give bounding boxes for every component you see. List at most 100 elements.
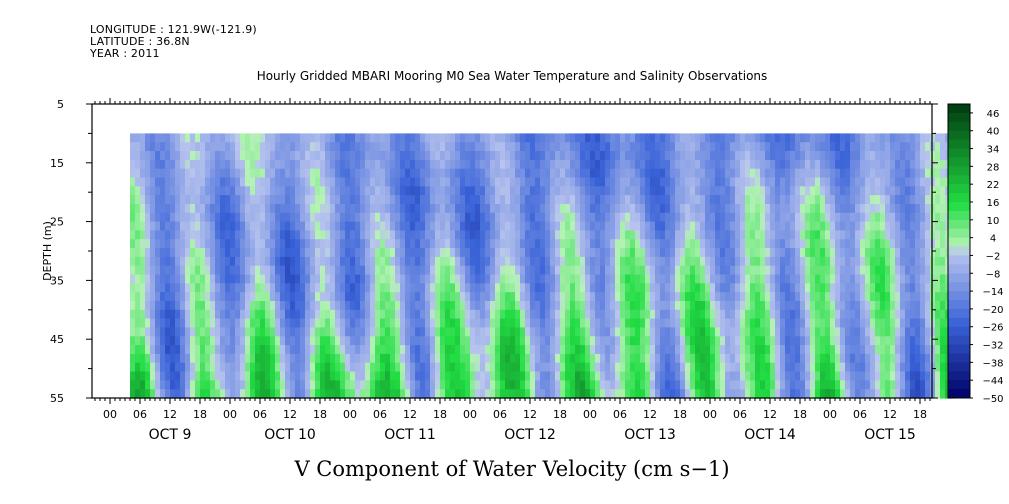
heatmap-cell [475, 265, 481, 276]
heatmap-cell [520, 362, 526, 373]
heatmap-cell [455, 159, 461, 170]
heatmap-cell [440, 159, 446, 170]
heatmap-cell [565, 151, 571, 161]
heatmap-cell [860, 353, 866, 364]
heatmap-cell [225, 362, 231, 373]
heatmap-cell [765, 318, 771, 328]
heatmap-cell [920, 195, 926, 205]
heatmap-cell [175, 292, 181, 302]
heatmap-cell [145, 133, 151, 143]
heatmap-cell [610, 230, 616, 240]
heatmap-cell [460, 309, 466, 320]
heatmap-cell [420, 177, 426, 187]
heatmap-cell [750, 345, 756, 355]
heatmap-cell [570, 195, 576, 205]
heatmap-cell [655, 274, 661, 284]
heatmap-cell [590, 327, 596, 337]
heatmap-cell [380, 274, 386, 284]
heatmap-cell [745, 230, 751, 240]
heatmap-cell [780, 248, 786, 258]
heatmap-cell [740, 248, 746, 258]
heatmap-cell [660, 380, 666, 390]
heatmap-cell [895, 327, 901, 337]
heatmap-cell [870, 212, 876, 223]
heatmap-cell [450, 168, 456, 179]
heatmap-cell [330, 265, 336, 276]
heatmap-cell [480, 239, 486, 249]
heatmap-cell [490, 345, 496, 355]
heatmap-cell [575, 195, 581, 205]
heatmap-cell [745, 389, 751, 399]
heatmap-cell [765, 195, 771, 205]
heatmap-cell [320, 345, 326, 355]
heatmap-cell [840, 212, 846, 223]
heatmap-cell [545, 389, 551, 399]
heatmap-cell [175, 301, 181, 311]
heatmap-cell [530, 186, 536, 196]
heatmap-cell [345, 301, 351, 311]
heatmap-cell [350, 274, 356, 284]
heatmap-cell [795, 283, 801, 293]
heatmap-cell [165, 345, 171, 355]
heatmap-cell [345, 265, 351, 276]
heatmap-cell [600, 327, 606, 337]
heatmap-cell [845, 248, 851, 258]
heatmap-cell [440, 353, 446, 364]
heatmap-cell [270, 353, 276, 364]
heatmap-cell [725, 168, 731, 179]
heatmap-cell [375, 345, 381, 355]
heatmap-cell [215, 353, 221, 364]
heatmap-cell [630, 318, 636, 328]
heatmap-cell [320, 142, 326, 152]
heatmap-cell [725, 353, 731, 364]
heatmap-cell [850, 389, 856, 399]
heatmap-cell [535, 336, 541, 346]
heatmap-cell [320, 318, 326, 328]
heatmap-cell [515, 142, 521, 152]
heatmap-cell [680, 159, 686, 170]
heatmap-cell [540, 345, 546, 355]
heatmap-cell [880, 248, 886, 258]
heatmap-cell [550, 345, 556, 355]
heatmap-cell [710, 177, 716, 187]
heatmap-cell [485, 230, 491, 240]
heatmap-cell [145, 168, 151, 179]
heatmap-cell [160, 212, 166, 223]
heatmap-cell [785, 336, 791, 346]
heatmap-cell [820, 248, 826, 258]
heatmap-cell [615, 309, 621, 320]
heatmap-cell [695, 177, 701, 187]
heatmap-cell [935, 345, 941, 355]
heatmap-cell [155, 362, 161, 373]
heatmap-cell [555, 389, 561, 399]
heatmap-cell [295, 353, 301, 364]
heatmap-cell [685, 142, 691, 152]
heatmap-cell [690, 389, 696, 399]
heatmap-cell [880, 336, 886, 346]
heatmap-cell [870, 336, 876, 346]
heatmap-cell [740, 318, 746, 328]
heatmap-cell [850, 186, 856, 196]
heatmap-cell [695, 195, 701, 205]
heatmap-cell [500, 371, 506, 381]
heatmap-cell [230, 265, 236, 276]
heatmap-cell [470, 186, 476, 196]
heatmap-cell [150, 230, 156, 240]
heatmap-cell [810, 168, 816, 179]
heatmap-cell [585, 230, 591, 240]
heatmap-cell [305, 362, 311, 373]
heatmap-cell [840, 362, 846, 373]
heatmap-cell [795, 274, 801, 284]
heatmap-cell [615, 380, 621, 390]
heatmap-cell [195, 371, 201, 381]
heatmap-cell [510, 133, 516, 143]
heatmap-cell [940, 283, 946, 293]
heatmap-cell [155, 248, 161, 258]
heatmap-cell [925, 345, 931, 355]
heatmap-cell [280, 204, 286, 214]
heatmap-cell [805, 133, 811, 143]
heatmap-cell [735, 142, 741, 152]
heatmap-cell [170, 204, 176, 214]
heatmap-cell [755, 195, 761, 205]
heatmap-cell [590, 177, 596, 187]
